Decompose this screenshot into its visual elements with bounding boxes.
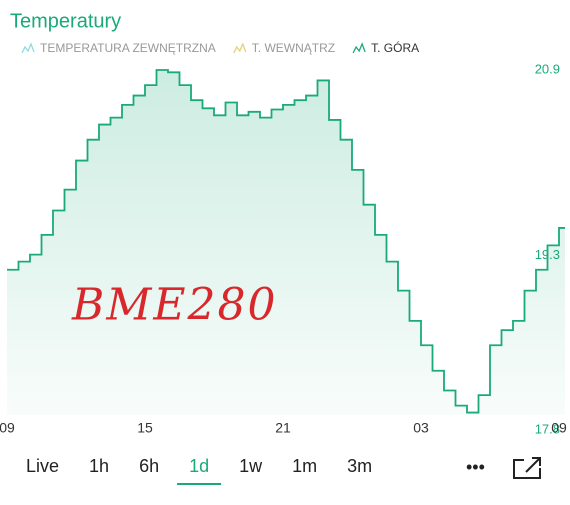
x-tick-label: 15 [137, 420, 153, 436]
y-tick-label: 17.8 [535, 421, 560, 436]
line [7, 69, 565, 414]
annotation: BME280 [71, 280, 278, 331]
range-button[interactable]: 1m [292, 456, 317, 476]
range-button[interactable]: 6h [139, 456, 159, 476]
more-button[interactable]: ••• [466, 457, 485, 477]
legend-label[interactable]: TEMPERATURA ZEWNĘTRZNA [40, 41, 216, 55]
legend-icon[interactable] [21, 42, 35, 54]
x-tick-label: 03 [413, 420, 429, 436]
share-icon[interactable] [513, 457, 541, 479]
area [7, 70, 565, 415]
legend-icon[interactable] [233, 42, 247, 54]
range-button[interactable]: 1h [89, 456, 109, 476]
range-button[interactable]: 3m [347, 456, 372, 476]
x-tick-label: 09 [0, 420, 15, 436]
range-button[interactable]: Live [26, 456, 59, 476]
x-tick-label: 09 [551, 420, 567, 436]
range-button[interactable]: 1d [189, 456, 209, 476]
y-tick-label: 20.9 [535, 61, 560, 76]
legend-label[interactable]: T. GÓRA [371, 40, 419, 55]
legend-icon[interactable] [352, 42, 366, 54]
chart-title: Temperatury [10, 10, 121, 32]
legend-label[interactable]: T. WEWNĄTRZ [252, 41, 335, 55]
x-tick-label: 21 [275, 420, 291, 436]
range-underline [177, 483, 222, 485]
range-button[interactable]: 1w [239, 456, 263, 476]
